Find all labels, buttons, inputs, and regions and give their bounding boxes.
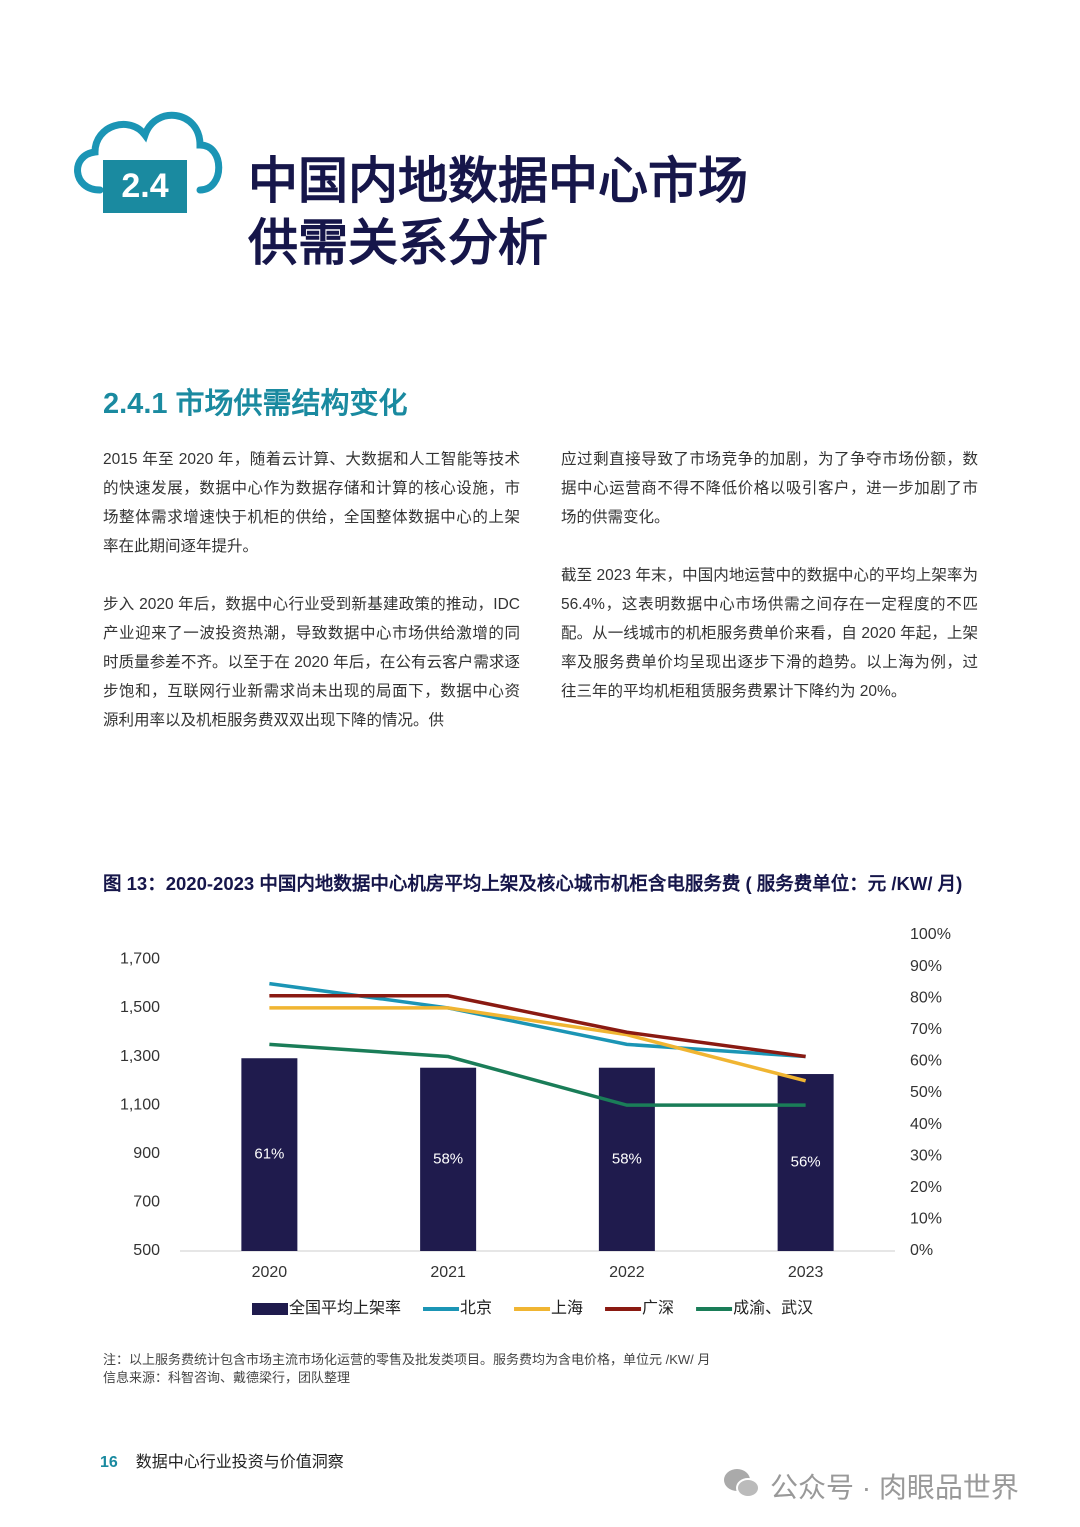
legend-label: 全国平均上架率 [289,1299,401,1317]
note: 信息来源：科智咨询、戴德梁行，团队整理 [103,1370,351,1385]
y-tick-label: 500 [133,1242,160,1259]
paragraph: 截至 2023 年末，中国内地运营中的数据中心的平均上架率为 56.4%，这表明… [561,567,978,700]
line [269,994,806,1059]
note: 注：以上服务费统计包含市场主流市场化运营的零售及批发类项目。服务费均为含电价格，… [103,1352,711,1367]
y-tick-label: 1,700 [120,951,160,968]
footer: 16 数据中心行业投资与价值洞察 [100,1448,344,1472]
bar-value-label: 56% [791,1153,821,1170]
line [269,1042,806,1107]
y2-tick-label: 50% [910,1084,942,1101]
y2-tick-label: 100% [910,926,951,943]
notes: 注：以上服务费统计包含市场主流市场化运营的零售及批发类项目。服务费均为含电价格，… [103,1351,710,1387]
legend-label: 北京 [460,1299,492,1317]
cloud-icon: 2.4 [74,111,223,213]
page-number: 16 [100,1454,118,1471]
section-number: 2.4 [121,167,168,205]
y-tick-label: 1,100 [120,1096,160,1113]
y-tick-label: 1,500 [120,999,160,1016]
legend-label: 广深 [642,1299,674,1317]
y-tick-label: 700 [133,1194,160,1211]
x-tick-label: 2020 [252,1264,288,1281]
left-column: 2015 年至 2020 年，随着云计算、大数据和人工智能等技术的快速发展，数据… [103,445,520,764]
x-tick-label: 2023 [788,1264,824,1281]
y2-tick-label: 20% [910,1179,942,1196]
y2-tick-label: 60% [910,1053,942,1070]
y2-tick-label: 10% [910,1211,942,1228]
chart-title: 图 13：2020-2023 中国内地数据中心机房平均上架及核心城市机柜含电服务… [103,873,963,894]
right-column: 应过剩直接导致了市场竞争的加剧，为了争夺市场份额，数据中心运营商不得不降低价格以… [561,445,978,735]
y-tick-label: 900 [133,1145,160,1162]
paragraph: 2015 年至 2020 年，随着云计算、大数据和人工智能等技术的快速发展，数据… [103,451,520,555]
legend-swatch [252,1303,288,1315]
publication: 数据中心行业投资与价值洞察 [135,1454,344,1471]
line [269,1006,807,1083]
chart: 500 700 900 1,100 1,300 1,500 1,700 0% 10% 20% 30%… [120,926,951,1317]
x-tick-label: 2022 [609,1264,645,1281]
y2-tick-label: 40% [910,1116,942,1133]
bar-value-label: 58% [433,1150,463,1167]
y2-tick-label: 0% [910,1242,933,1259]
y2-tick-label: 90% [910,958,942,975]
subsection-title: 2.4.1 市场供需结构变化 [103,388,408,420]
paragraph: 步入 2020 年后，数据中心行业受到新基建政策的推动，IDC 产业迎来了一波投… [103,596,520,729]
y2-tick-label: 30% [910,1147,942,1164]
paragraph: 应过剩直接导致了市场竞争的加剧，为了争夺市场份额，数据中心运营商不得不降低价格以… [561,451,978,526]
bar-value-label: 61% [254,1146,284,1163]
legend-label: 成渝、武汉 [733,1299,813,1317]
x-tick-label: 2021 [430,1264,466,1281]
y2-tick-label: 70% [910,1021,942,1038]
page-title: 中国内地数据中心市场 [248,153,748,209]
bar [420,1067,477,1251]
legend-label: 上海 [551,1299,583,1317]
watermark: 公众号 · 肉眼品世界 [770,1472,1019,1503]
bar-value-label: 58% [612,1150,642,1167]
y-tick-label: 1,300 [120,1048,160,1065]
y2-tick-label: 80% [910,989,942,1006]
page-title: 供需关系分析 [248,215,548,271]
wechat-icon [724,1469,760,1498]
bar [241,1058,298,1251]
